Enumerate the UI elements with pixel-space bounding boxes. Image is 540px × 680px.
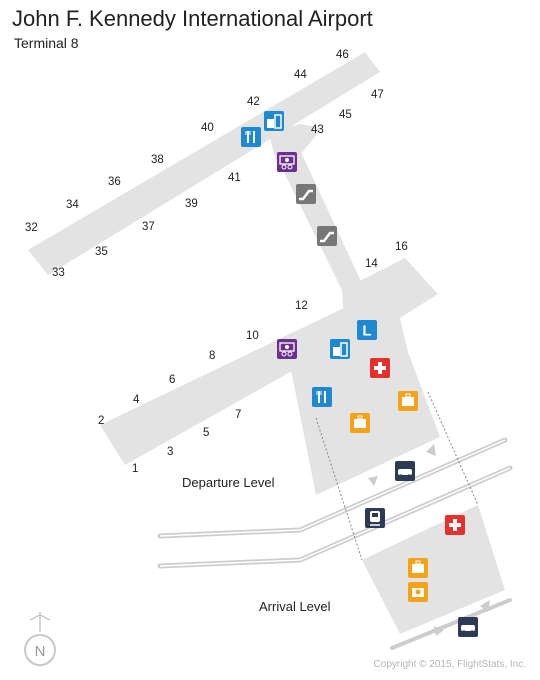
departure-level-label: Departure Level [182, 475, 275, 490]
arrival-curb-road [390, 598, 512, 650]
shopping-icon[interactable] [330, 339, 350, 359]
lounge-icon[interactable]: L [357, 320, 377, 340]
arrival-level-building [362, 505, 505, 634]
gate-39: 39 [185, 198, 198, 210]
gate-1: 1 [132, 463, 138, 475]
departure-road [159, 439, 506, 537]
compass-icon: N [24, 612, 56, 666]
gate-47: 47 [371, 89, 384, 101]
gate-36: 36 [108, 176, 121, 188]
baggage-claim-icon[interactable] [350, 413, 370, 433]
gate-4: 4 [133, 394, 140, 406]
gate-5: 5 [203, 427, 209, 439]
gate-32: 32 [25, 222, 38, 234]
road-direction-arrow [480, 600, 490, 612]
gate-12: 12 [295, 300, 308, 312]
gate-10: 10 [246, 330, 259, 342]
gate-7: 7 [235, 409, 241, 421]
gate-labels: 1 2 3 4 5 6 7 8 10 12 14 16 32 33 34 35 … [25, 49, 408, 475]
gate-40: 40 [201, 122, 214, 134]
first-aid-icon[interactable] [370, 358, 390, 378]
compass-north-label: N [35, 643, 46, 660]
restaurant-icon[interactable] [241, 127, 261, 147]
car-rental-icon[interactable] [395, 461, 415, 481]
arrival-level-label: Arrival Level [259, 599, 331, 614]
gate-44: 44 [294, 69, 307, 81]
gate-2: 2 [98, 415, 104, 427]
north-concourse [28, 52, 380, 275]
baggage-claim-icon[interactable] [408, 558, 428, 578]
gate-43: 43 [311, 124, 324, 136]
road-direction-arrow [368, 476, 378, 486]
gate-8: 8 [209, 350, 215, 362]
connector-walkway [273, 150, 365, 292]
gate-37: 37 [142, 221, 155, 233]
terminal-core [290, 258, 440, 495]
currency-exchange-icon[interactable] [277, 152, 297, 172]
copyright-notice: Copyright © 2015, FlightStats, Inc. [373, 659, 526, 670]
svg-text:L: L [362, 323, 371, 340]
departure-level-map [28, 52, 440, 495]
escalator-icon[interactable] [296, 184, 316, 204]
gate-38: 38 [151, 154, 164, 166]
escalator-icon[interactable] [317, 226, 337, 246]
restaurant-icon[interactable] [312, 387, 332, 407]
road-direction-arrow [434, 626, 444, 636]
terminal-subtitle: Terminal 8 [14, 35, 79, 51]
gate-6: 6 [169, 374, 175, 386]
roadways [157, 437, 513, 650]
gate-45: 45 [339, 109, 352, 121]
airtrain-icon[interactable] [365, 508, 385, 528]
gate-14: 14 [365, 258, 378, 270]
gate-33: 33 [52, 267, 65, 279]
gate-46: 46 [336, 49, 349, 61]
south-concourse [100, 305, 365, 465]
road-direction-arrow [426, 444, 436, 456]
gate-34: 34 [66, 199, 79, 211]
arrival-road [159, 467, 511, 567]
first-aid-icon[interactable] [445, 515, 465, 535]
gate-42: 42 [247, 96, 260, 108]
taxi-icon[interactable] [458, 617, 478, 637]
gate-16: 16 [395, 241, 408, 253]
currency-exchange-icon[interactable] [277, 339, 297, 359]
gate-35: 35 [95, 246, 108, 258]
level-connector-lines [315, 391, 479, 561]
gate-41: 41 [228, 172, 241, 184]
map-title: John F. Kennedy International Airport [12, 6, 373, 31]
gate-3: 3 [167, 446, 173, 458]
shopping-icon[interactable] [264, 111, 284, 131]
baggage-claim-icon[interactable] [398, 391, 418, 411]
lost-and-found-icon[interactable] [408, 582, 428, 602]
